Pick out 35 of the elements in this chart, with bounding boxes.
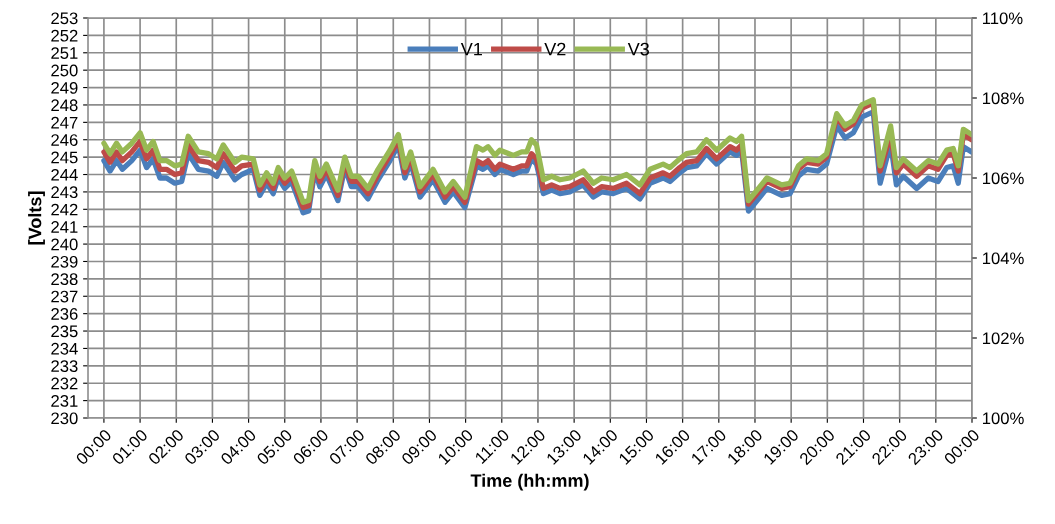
y-tick-label: 246 [51,134,78,146]
y-tick-label: 251 [51,47,78,59]
y-tick-label: 242 [51,203,78,216]
y-tick-label: 241 [51,221,78,233]
y2-tick-label: 110% [982,12,1023,25]
y-tick-label: 244 [51,168,78,181]
y-tick-label: 245 [51,151,78,164]
y2-tick-label: 102% [982,332,1024,345]
y-tick-label: 233 [51,360,78,373]
y2-tick-label: 104% [982,252,1024,265]
y-tick-label: 238 [51,273,78,286]
y-tick-label: 231 [51,395,78,407]
y-tick-label: 248 [51,99,78,112]
y-tick-label: 235 [51,325,78,338]
y-tick-label: 237 [51,290,78,303]
y2-tick-label: 108% [982,92,1024,105]
y-tick-label: 253 [51,12,78,25]
y-tick-label: 247 [51,116,78,129]
y-tick-label: 240 [51,238,78,251]
x-axis-title: Time (hh:mm) [470,473,589,491]
y-tick-label: 250 [51,64,78,77]
y-tick-label: 234 [51,342,78,355]
y2-tick-label: 100% [982,412,1024,425]
y-axis-title: [Volts] [28,191,45,245]
y-tick-label: 252 [51,29,78,42]
y-tick-label: 236 [51,308,78,320]
y2-tick-label: 106% [982,172,1024,185]
y-tick-label: 239 [51,255,78,268]
y-tick-label: 232 [51,377,78,390]
legend-label: V3 [627,42,649,56]
y-tick-label: 249 [51,81,78,94]
legend-label: V1 [460,42,482,56]
y-tick-label: 230 [51,412,78,425]
y-tick-label: 243 [51,186,78,199]
legend-label: V2 [544,42,566,56]
